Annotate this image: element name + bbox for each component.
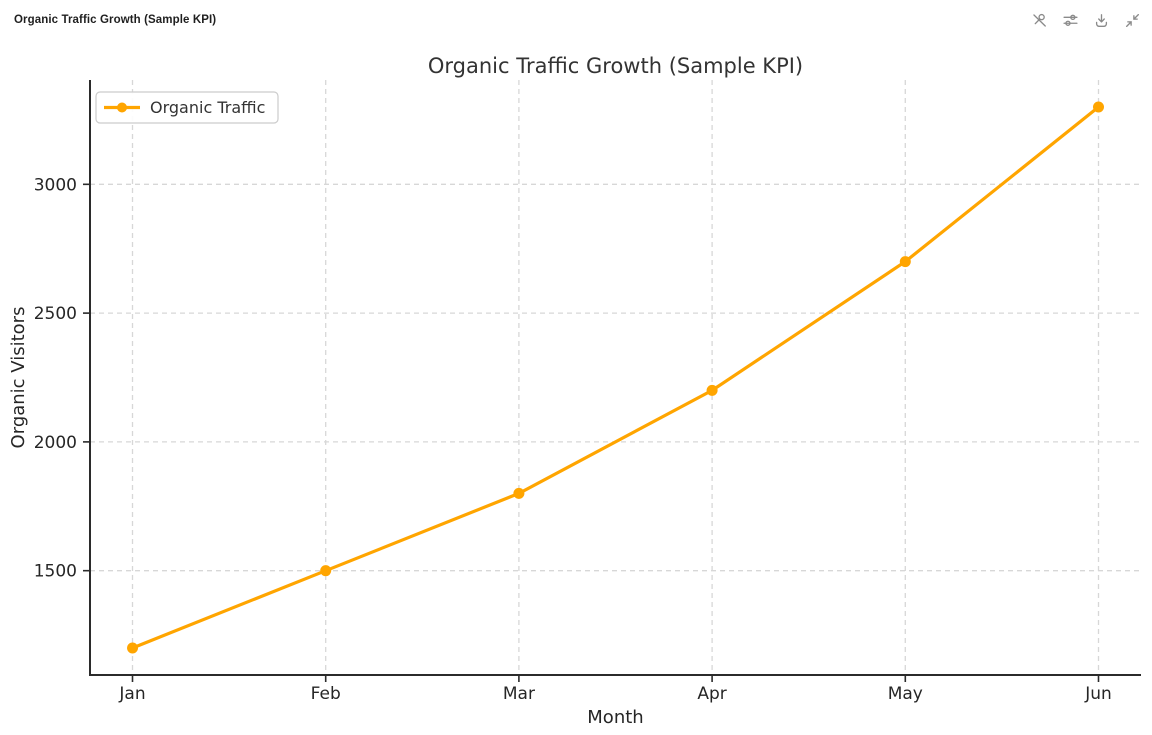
x-axis-label: Month [587, 707, 643, 728]
x-tick-label: Jun [1084, 684, 1112, 704]
sliders-button[interactable] [1060, 10, 1080, 30]
toolbar [1029, 10, 1142, 30]
window-title: Organic Traffic Growth (Sample KPI) [14, 14, 217, 26]
header-bar: Organic Traffic Growth (Sample KPI) [0, 0, 1152, 40]
y-tick-label: 2000 [34, 433, 77, 453]
x-tick-label: May [888, 684, 923, 704]
y-tick-label: 3000 [34, 175, 77, 195]
data-point [706, 384, 718, 396]
y-axis-label: Organic Visitors [8, 307, 29, 449]
collapse-button[interactable] [1122, 10, 1142, 30]
series-line [130, 105, 1101, 650]
data-point [1092, 101, 1104, 113]
x-tick-label: Jan [118, 684, 145, 704]
data-point [513, 487, 525, 499]
legend-box [95, 91, 279, 124]
data-point [320, 565, 332, 577]
legend-label: Organic Traffic [150, 98, 265, 117]
x-tick-label: Apr [697, 684, 726, 704]
unpin-button[interactable] [1029, 10, 1049, 30]
chart-title: Organic Traffic Growth (Sample KPI) [428, 54, 803, 78]
x-tick-label: Mar [503, 684, 535, 704]
data-point [127, 642, 139, 654]
data-point [899, 256, 911, 268]
y-tick-label: 2500 [34, 304, 77, 324]
unpin-icon [1031, 12, 1048, 29]
download-button[interactable] [1091, 10, 1111, 30]
collapse-icon [1124, 12, 1141, 29]
y-tick-label: 1500 [34, 562, 77, 582]
sliders-icon [1062, 12, 1079, 29]
legend-marker [117, 102, 127, 113]
download-icon [1093, 12, 1110, 29]
x-tick-label: Feb [311, 684, 341, 704]
